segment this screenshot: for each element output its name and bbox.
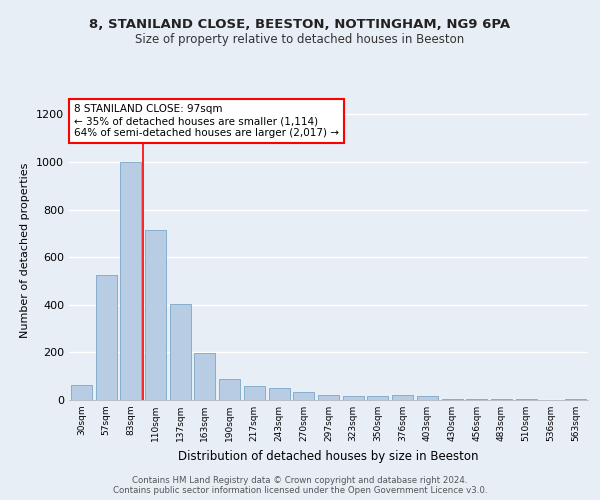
X-axis label: Distribution of detached houses by size in Beeston: Distribution of detached houses by size … xyxy=(178,450,479,462)
Text: 8, STANILAND CLOSE, BEESTON, NOTTINGHAM, NG9 6PA: 8, STANILAND CLOSE, BEESTON, NOTTINGHAM,… xyxy=(89,18,511,30)
Bar xyxy=(219,380,240,400)
Y-axis label: Number of detached properties: Number of detached properties xyxy=(20,162,31,338)
Bar xyxy=(417,396,438,400)
Bar xyxy=(170,304,191,400)
Bar xyxy=(466,399,487,400)
Bar xyxy=(343,396,364,400)
Text: 8 STANILAND CLOSE: 97sqm
← 35% of detached houses are smaller (1,114)
64% of sem: 8 STANILAND CLOSE: 97sqm ← 35% of detach… xyxy=(74,104,339,138)
Bar xyxy=(145,230,166,400)
Bar xyxy=(71,384,92,400)
Bar xyxy=(367,396,388,400)
Bar xyxy=(491,399,512,400)
Bar xyxy=(194,353,215,400)
Bar xyxy=(392,395,413,400)
Bar xyxy=(269,388,290,400)
Bar xyxy=(565,399,586,400)
Bar xyxy=(120,162,141,400)
Bar xyxy=(95,274,116,400)
Bar xyxy=(244,386,265,400)
Bar xyxy=(293,392,314,400)
Bar xyxy=(516,399,537,400)
Text: Contains HM Land Registry data © Crown copyright and database right 2024.
Contai: Contains HM Land Registry data © Crown c… xyxy=(113,476,487,495)
Bar xyxy=(442,399,463,400)
Text: Size of property relative to detached houses in Beeston: Size of property relative to detached ho… xyxy=(136,32,464,46)
Bar xyxy=(318,395,339,400)
